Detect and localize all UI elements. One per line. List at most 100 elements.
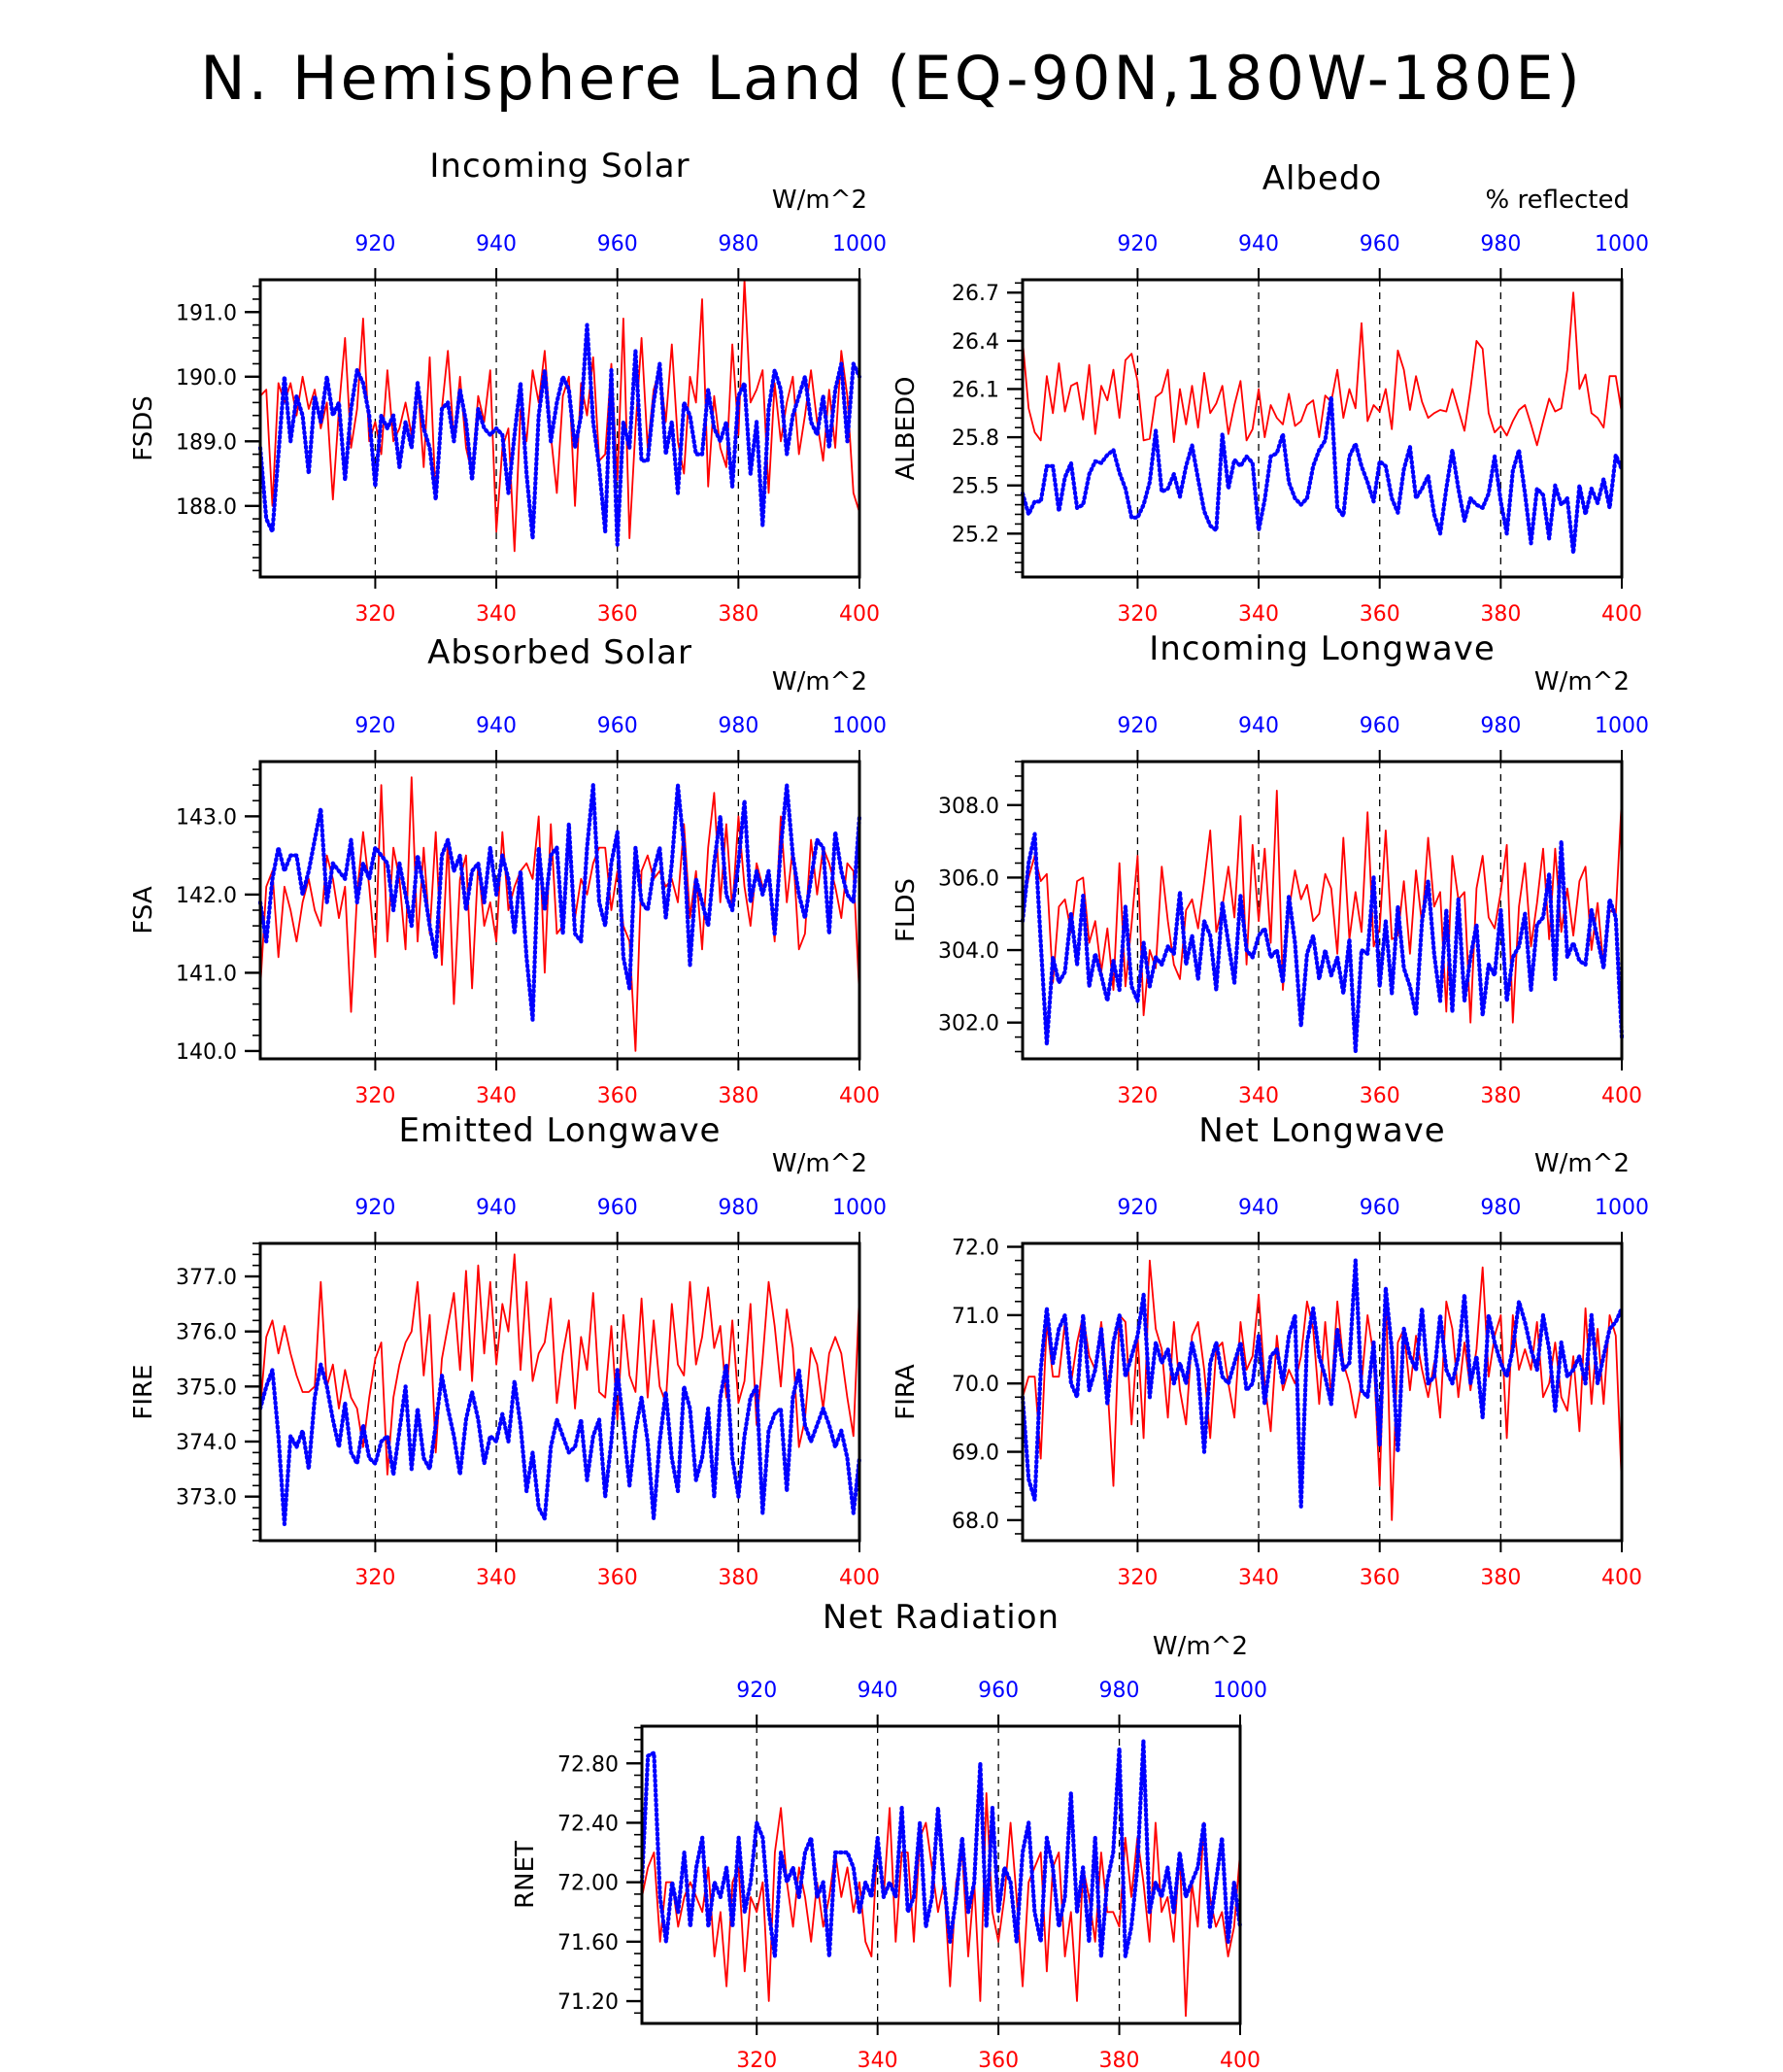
plot-frame (1021, 278, 1624, 579)
series-line-bottom-axis (259, 279, 860, 553)
x-top-tick-label: 960 (1360, 232, 1400, 256)
units-label: W/m^2 (772, 186, 867, 215)
x-bottom-tick-label: 340 (1238, 1084, 1279, 1108)
x-top-tick-label: 1000 (832, 714, 887, 738)
y-axis-label: ALBEDO (892, 376, 921, 480)
x-bottom-tick-label: 360 (978, 2049, 1019, 2072)
series-line-top-axis (639, 1739, 1243, 1959)
x-top-tick-label: 940 (1238, 1196, 1279, 1220)
x-top-tick-label: 960 (978, 1679, 1019, 1703)
panel-4: Incoming Longwave W/m^2 FLDS 302.0 304.0 306.… (892, 629, 1649, 1108)
x-bottom-tick-label: 380 (1480, 1084, 1521, 1108)
y-tick-label: 304.0 (938, 939, 999, 964)
x-top-tick-label: 920 (354, 714, 395, 738)
x-top-tick-label: 960 (597, 1196, 638, 1220)
panel-title: Albedo (1262, 159, 1383, 198)
x-top-tick-label: 1000 (1595, 714, 1649, 738)
x-bottom-tick-label: 340 (476, 602, 517, 627)
x-bottom-tick-label: 320 (1117, 1566, 1158, 1590)
y-axis-label: RNET (511, 1841, 540, 1909)
x-top-tick-label: 960 (1360, 1196, 1400, 1220)
y-tick-label: 25.2 (952, 523, 999, 547)
x-top-tick-label: 980 (1480, 1196, 1521, 1220)
x-top-tick-label: 960 (1360, 714, 1400, 738)
x-bottom-tick-label: 360 (1360, 1084, 1400, 1108)
series-line-top-axis (257, 1362, 862, 1527)
x-bottom-tick-label: 360 (597, 1566, 638, 1590)
x-top-tick-label: 920 (1117, 1196, 1158, 1220)
x-bottom-tick-label: 400 (1601, 602, 1642, 627)
x-bottom-tick-label: 320 (1117, 602, 1158, 627)
y-tick-label: 72.00 (557, 1872, 619, 1896)
panel-title: Emitted Longwave (399, 1111, 722, 1150)
panel-title: Net Longwave (1198, 1111, 1445, 1150)
y-tick-label: 71.60 (557, 1931, 619, 1955)
x-bottom-tick-label: 400 (839, 1084, 880, 1108)
plot-frame (640, 1724, 1242, 2025)
x-bottom-tick-label: 400 (839, 602, 880, 627)
y-tick-label: 72.80 (557, 1752, 619, 1777)
panel-7: Net Radiation W/m^2 RNET 71.20 71.60 72.00 72.… (511, 1598, 1267, 2072)
y-axis-label: FLDS (892, 878, 921, 942)
y-tick-label: 68.0 (952, 1510, 999, 1534)
y-tick-label: 188.0 (176, 495, 237, 520)
x-bottom-tick-label: 360 (1360, 602, 1400, 627)
x-top-tick-label: 920 (354, 232, 395, 256)
y-tick-label: 25.5 (952, 475, 999, 499)
x-top-tick-label: 940 (476, 1196, 517, 1220)
x-bottom-tick-label: 380 (718, 1084, 758, 1108)
x-bottom-tick-label: 320 (1117, 1084, 1158, 1108)
x-top-tick-label: 940 (1238, 714, 1279, 738)
x-bottom-tick-label: 400 (839, 1566, 880, 1590)
x-top-tick-label: 940 (1238, 232, 1279, 256)
y-tick-label: 375.0 (176, 1376, 237, 1400)
y-tick-label: 26.1 (952, 378, 999, 402)
x-top-tick-label: 1000 (1595, 1196, 1649, 1220)
x-top-tick-label: 920 (1117, 714, 1158, 738)
panel-3: Absorbed Solar W/m^2 FSA 140.0 141.0 142.0 143… (129, 633, 887, 1108)
plot-frame (1021, 760, 1624, 1061)
y-tick-label: 306.0 (938, 866, 999, 891)
plot-frame (1021, 1241, 1624, 1543)
x-bottom-tick-label: 320 (354, 602, 395, 627)
series-line-top-axis (257, 783, 862, 1022)
units-label: W/m^2 (1534, 667, 1630, 696)
panel-6: Net Longwave W/m^2 FIRA 68.0 69.0 70.0 71.0 72.… (892, 1111, 1649, 1590)
units-label: % reflected (1486, 186, 1630, 215)
series-line-bottom-axis (1022, 1259, 1623, 1521)
x-bottom-tick-label: 340 (1238, 602, 1279, 627)
y-tick-label: 71.0 (952, 1305, 999, 1329)
plot-frame (258, 1241, 861, 1543)
units-label: W/m^2 (772, 1149, 867, 1178)
x-bottom-tick-label: 380 (1480, 602, 1521, 627)
x-bottom-tick-label: 320 (354, 1566, 395, 1590)
y-axis-label: FSA (129, 886, 158, 934)
x-bottom-tick-label: 340 (476, 1084, 517, 1108)
y-tick-label: 141.0 (176, 962, 237, 986)
x-top-tick-label: 940 (476, 232, 517, 256)
y-tick-label: 376.0 (176, 1321, 237, 1345)
panel-2: Albedo % reflected ALBEDO 25.2 25.5 25.8 26.1 2… (892, 159, 1649, 627)
units-label: W/m^2 (1153, 1632, 1248, 1661)
x-top-tick-label: 940 (858, 1679, 898, 1703)
x-top-tick-label: 980 (718, 714, 758, 738)
series-line-top-axis (1020, 394, 1625, 556)
series-line-bottom-axis (1022, 790, 1623, 1024)
x-top-tick-label: 1000 (1595, 232, 1649, 256)
x-top-tick-label: 1000 (832, 1196, 887, 1220)
units-label: W/m^2 (772, 667, 867, 696)
panel-title: Absorbed Solar (427, 633, 692, 672)
x-top-tick-label: 920 (1117, 232, 1158, 256)
x-top-tick-label: 980 (718, 232, 758, 256)
y-tick-label: 374.0 (176, 1431, 237, 1455)
y-tick-label: 191.0 (176, 301, 237, 325)
x-bottom-tick-label: 360 (1360, 1566, 1400, 1590)
y-tick-label: 143.0 (176, 805, 237, 830)
x-top-tick-label: 980 (1480, 714, 1521, 738)
y-tick-label: 302.0 (938, 1012, 999, 1036)
x-bottom-tick-label: 400 (1220, 2049, 1261, 2072)
y-tick-label: 72.40 (557, 1812, 619, 1836)
y-tick-label: 190.0 (176, 366, 237, 391)
x-bottom-tick-label: 380 (718, 602, 758, 627)
